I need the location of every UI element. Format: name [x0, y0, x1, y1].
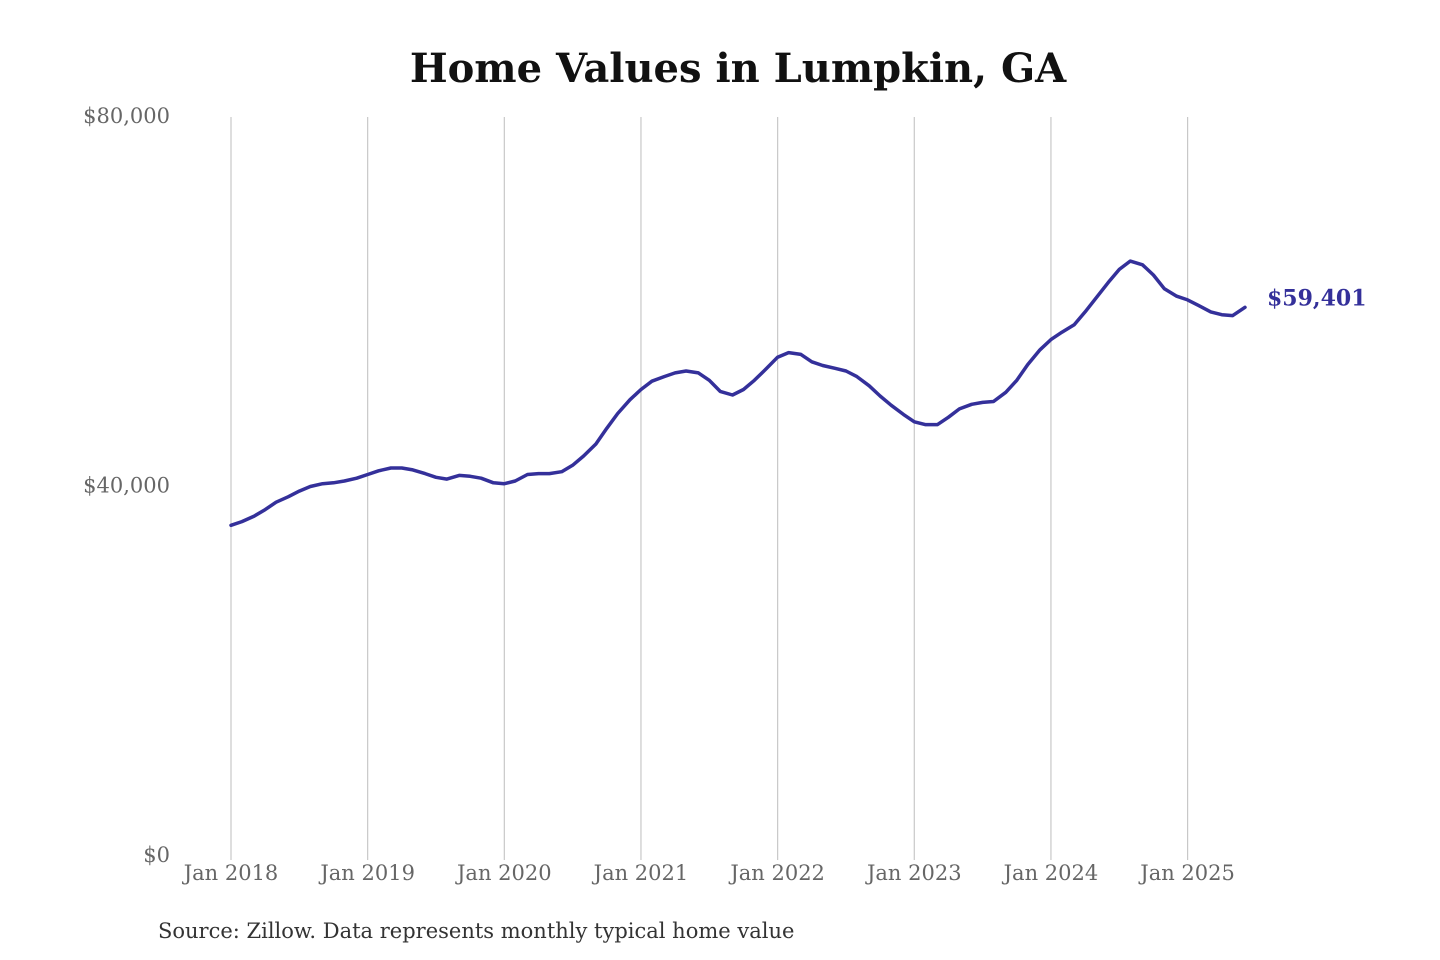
x-tick-label: Jan 2023 — [865, 861, 962, 885]
end-value-label: $59,401 — [1267, 285, 1367, 311]
gridlines — [230, 117, 1189, 860]
x-tick-label: Jan 2025 — [1138, 861, 1235, 885]
y-tick-label: $80,000 — [83, 104, 170, 128]
y-tick-label: $40,000 — [83, 474, 170, 498]
y-tick-label: $0 — [143, 843, 170, 867]
x-tick-label: Jan 2020 — [455, 861, 552, 885]
y-axis-ticks: $0 $40,000 $80,000 — [83, 104, 170, 867]
source-note: Source: Zillow. Data represents monthly … — [158, 919, 794, 943]
chart-title: Home Values in Lumpkin, GA — [410, 45, 1067, 92]
x-tick-label: Jan 2022 — [728, 861, 825, 885]
x-tick-label: Jan 2019 — [318, 861, 415, 885]
x-tick-label: Jan 2021 — [592, 861, 689, 885]
x-axis-ticks: Jan 2018 Jan 2019 Jan 2020 Jan 2021 Jan 2022… — [182, 861, 1235, 885]
x-tick-label: Jan 2018 — [182, 861, 279, 885]
x-tick-label: Jan 2024 — [1002, 861, 1099, 885]
series-layer: $59,401 — [229, 259, 1367, 528]
series-line — [229, 259, 1247, 528]
